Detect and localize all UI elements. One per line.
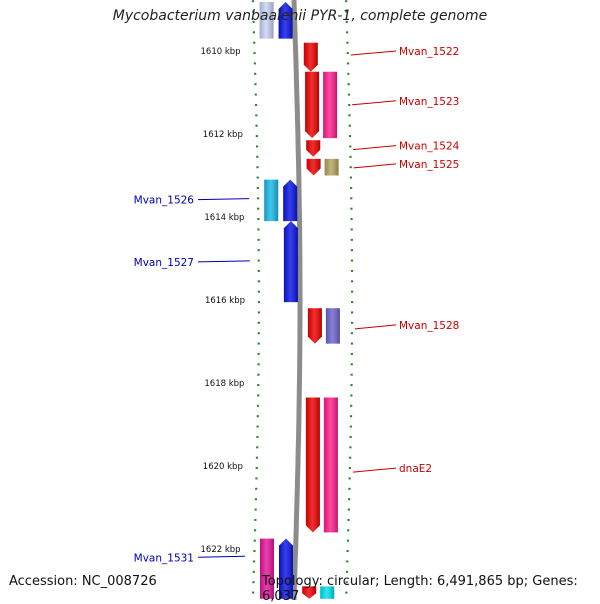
- label-leader-line: [353, 163, 397, 169]
- gene-shading: [283, 179, 298, 222]
- genome-title: Mycobacterium vanbaalenii PYR-1, complet…: [112, 8, 488, 24]
- gene-shading: [323, 71, 338, 139]
- gene-shading: [323, 397, 338, 533]
- gene-shading: [305, 71, 320, 139]
- gene-shading: [325, 308, 340, 344]
- genome-backbone: [291, 0, 303, 600]
- gene-shading: [260, 538, 274, 599]
- scale-labels: 1610 kbp 1612 kbp 1614 kbp 1616 kbp 1618 kbp…: [201, 47, 245, 555]
- label-leader-line: [353, 145, 397, 151]
- scale-label: 1616 kbp: [205, 296, 245, 306]
- scale-label: 1614 kbp: [204, 213, 244, 223]
- gene-label-mvan_1523: Mvan_1523: [399, 96, 459, 108]
- tick-marks: [251, 0, 354, 594]
- label-leader-line: [350, 50, 397, 56]
- scale-label: 1618 kbp: [204, 379, 244, 389]
- gene-shading: [279, 538, 293, 599]
- gene-label-mvan_1528: Mvan_1528: [399, 320, 459, 332]
- gene-shading: [283, 221, 298, 303]
- gene-label-mvan_1522: Mvan_1522: [399, 46, 459, 58]
- backbone-line: [291, 0, 303, 600]
- label-leader-line: [197, 198, 250, 201]
- label-leader-line: [197, 555, 245, 558]
- accession-text: Accession: NC_008726: [9, 574, 157, 589]
- scale-label: 1612 kbp: [203, 130, 243, 140]
- gene-shading: [303, 42, 318, 72]
- gene-label-mvan_1524: Mvan_1524: [399, 141, 460, 153]
- scale-label: 1610 kbp: [201, 47, 241, 57]
- gene-shading: [320, 586, 335, 599]
- label-leader-line: [352, 100, 397, 106]
- label-leader-line: [352, 467, 397, 473]
- gene-shading: [278, 2, 293, 39]
- gene-shading: [264, 179, 279, 222]
- gene-features: [259, 2, 340, 599]
- gene-shading: [302, 586, 317, 599]
- gene-label-mvan_1531: Mvan_1531: [134, 552, 194, 564]
- gene-shading: [306, 158, 321, 176]
- gene-labels: Mvan_1522 Mvan_1523 Mvan_1524 Mvan_1525 Mvan…: [134, 46, 460, 564]
- gene-shading: [259, 2, 274, 39]
- gene-label-mvan_1526: Mvan_1526: [134, 195, 195, 207]
- scale-label: 1622 kbp: [201, 545, 241, 555]
- gene-label-mvan_1525: Mvan_1525: [399, 159, 459, 171]
- gene-label-dnae2: dnaE2: [399, 463, 432, 475]
- gene-shading: [324, 158, 339, 176]
- gene-shading: [306, 140, 321, 157]
- gene-shading: [307, 308, 322, 344]
- label-leader-line: [354, 324, 397, 330]
- gene-shading: [305, 397, 320, 533]
- label-leader-line: [197, 260, 250, 263]
- gene-label-mvan_1527: Mvan_1527: [134, 257, 194, 269]
- scale-label: 1620 kbp: [203, 462, 243, 472]
